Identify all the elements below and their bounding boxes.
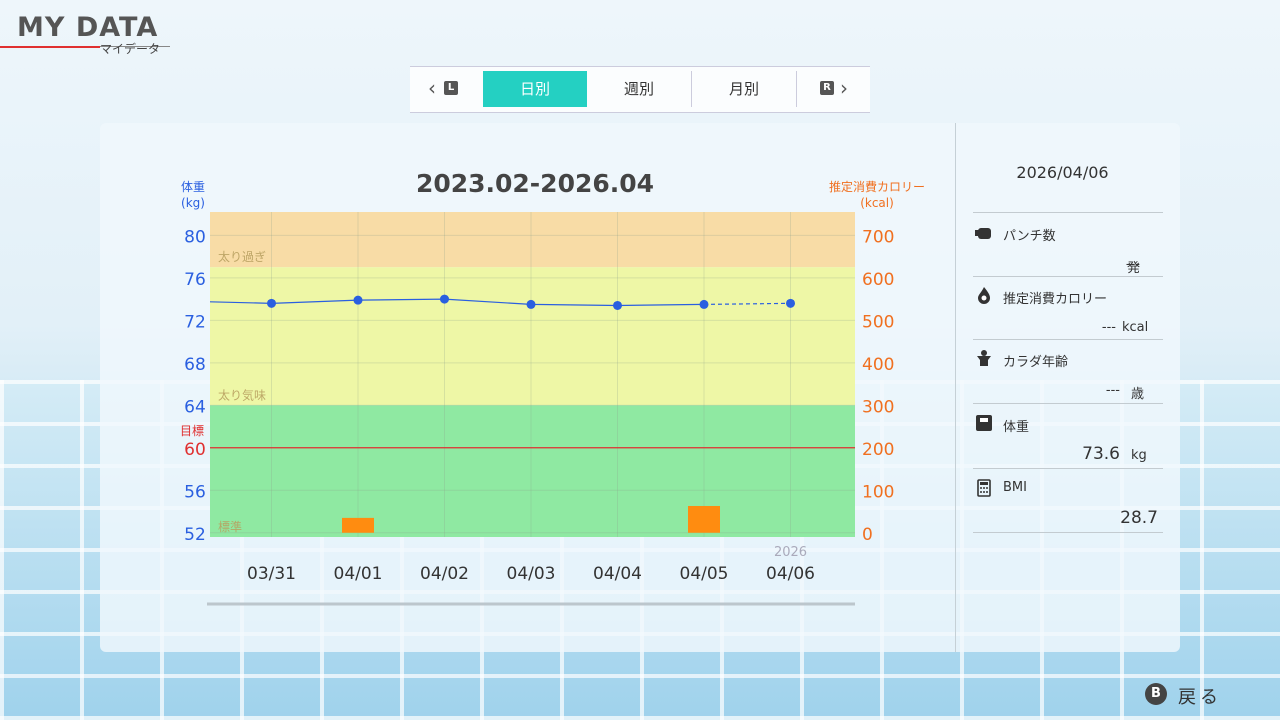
band	[210, 267, 855, 406]
row-separator	[973, 468, 1163, 469]
band	[210, 405, 855, 537]
y-tick-label: 76	[184, 270, 206, 290]
y2-tick-label: 400	[862, 355, 894, 375]
arrow-left[interactable]: ‹	[428, 76, 436, 100]
row-value: ---	[1101, 320, 1116, 335]
row-unit: 発	[1127, 261, 1141, 276]
body-icon	[977, 350, 991, 366]
y-tick-label: 80	[184, 227, 206, 247]
calculator-icon	[977, 479, 991, 497]
row-separator	[973, 276, 1163, 277]
tab[interactable]: 週別	[587, 71, 692, 107]
y-axis-label: (kg)	[181, 196, 205, 210]
y2-tick-label: 100	[862, 482, 894, 502]
y2-tick-label: 500	[862, 312, 894, 332]
row-label: 推定消費カロリー	[1003, 292, 1108, 307]
y-tick-label: 72	[184, 312, 206, 332]
header-rule	[100, 46, 170, 47]
row-value: 28.7	[1120, 508, 1158, 528]
weight-line-dashed	[703, 302, 791, 306]
x-tick-label: 03/31	[247, 564, 296, 584]
y2-tick-label: 700	[862, 227, 894, 247]
grid	[210, 212, 855, 537]
flame-icon	[978, 287, 990, 304]
weight-point	[181, 297, 190, 306]
row-separator	[973, 532, 1163, 533]
bands	[210, 212, 855, 537]
row-value: ---	[1105, 383, 1120, 398]
y2-tick-label: 0	[862, 525, 873, 545]
weight-point	[699, 299, 709, 309]
y-tick-label: 56	[184, 482, 206, 502]
x-tick-label: 04/02	[420, 564, 469, 584]
row-label: パンチ数	[1003, 229, 1056, 244]
marks	[181, 294, 795, 533]
weight-point	[526, 299, 536, 309]
weight-point	[267, 298, 276, 308]
band-label: 太り過ぎ	[218, 249, 266, 264]
y-axis-label: 体重	[181, 180, 205, 194]
header-rule	[0, 46, 100, 48]
weight-point	[440, 294, 449, 304]
band	[210, 212, 855, 268]
row-unit: 歳	[1131, 387, 1145, 402]
row-separator	[973, 403, 1163, 404]
tab-bar: ‹ L 日別 週別 月別 R ›	[410, 66, 870, 113]
weight-point	[613, 300, 622, 310]
panel-divider	[955, 123, 956, 652]
y-tick-label: 64	[184, 397, 206, 417]
row-label: カラダ年齢	[1003, 355, 1069, 370]
y2-tick-label: 200	[862, 440, 894, 460]
goal-label: 目標	[180, 424, 204, 438]
bar	[688, 505, 720, 533]
tab[interactable]: 月別	[692, 71, 797, 107]
scale-icon	[976, 415, 992, 431]
side-date: 2026/04/06	[1016, 163, 1109, 182]
header-title: MY DATA	[17, 12, 159, 43]
x-tick-label: 04/04	[593, 564, 642, 584]
row-label: 体重	[1003, 420, 1030, 435]
y2-axis-label: 推定消費カロリー	[829, 179, 925, 194]
band-label: 太り気味	[218, 387, 266, 402]
shoulder-button[interactable]: R	[820, 81, 834, 95]
y-tick-label: 52	[184, 525, 206, 545]
footer-button[interactable]: B	[1145, 683, 1167, 705]
row-unit: kg	[1131, 448, 1147, 463]
row-separator	[973, 339, 1163, 340]
y2-tick-label: 600	[862, 270, 894, 290]
y-tick-label: 68	[184, 355, 206, 375]
header-subtitle: マイデータ	[100, 42, 161, 56]
y2-axis-label: (kcal)	[860, 196, 894, 210]
x-tick-label: 04/05	[680, 564, 729, 584]
row-unit: kcal	[1122, 320, 1149, 335]
row-value: ---	[1125, 257, 1140, 272]
row-label: BMI	[1003, 480, 1027, 495]
footer-label[interactable]: 戻る	[1178, 687, 1222, 708]
band-label: 標準	[218, 519, 242, 534]
x-tick-label: 04/03	[507, 564, 556, 584]
x-tick-label: 04/01	[334, 564, 383, 584]
tab[interactable]: 日別	[483, 71, 587, 107]
shoulder-button[interactable]: L	[444, 81, 458, 95]
weight-point	[786, 298, 795, 308]
weight-point	[353, 295, 363, 305]
y-tick-label: 60	[184, 440, 206, 460]
row-value: 73.6	[1082, 444, 1120, 464]
bar	[342, 517, 374, 533]
chart-title: 2023.02-2026.04	[416, 169, 654, 198]
arrow-right[interactable]: ›	[840, 76, 848, 100]
row-separator	[973, 212, 1163, 213]
punch-icon	[975, 228, 991, 239]
year-label: 2026	[774, 545, 807, 560]
y2-tick-label: 300	[862, 397, 894, 417]
x-tick-label: 04/06	[766, 564, 815, 584]
